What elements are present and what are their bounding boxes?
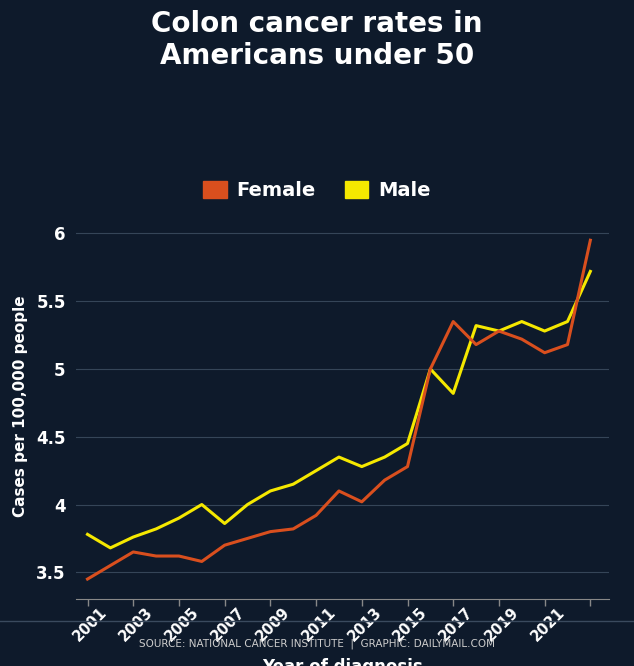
- X-axis label: Year of diagnosis: Year of diagnosis: [262, 657, 423, 666]
- Text: SOURCE: NATIONAL CANCER INSTITUTE  |  GRAPHIC: DAILYMAIL.COM: SOURCE: NATIONAL CANCER INSTITUTE | GRAP…: [139, 638, 495, 649]
- Y-axis label: Cases per 100,000 people: Cases per 100,000 people: [13, 296, 28, 517]
- Legend: Female, Male: Female, Male: [196, 173, 438, 208]
- Text: Colon cancer rates in
Americans under 50: Colon cancer rates in Americans under 50: [152, 10, 482, 71]
